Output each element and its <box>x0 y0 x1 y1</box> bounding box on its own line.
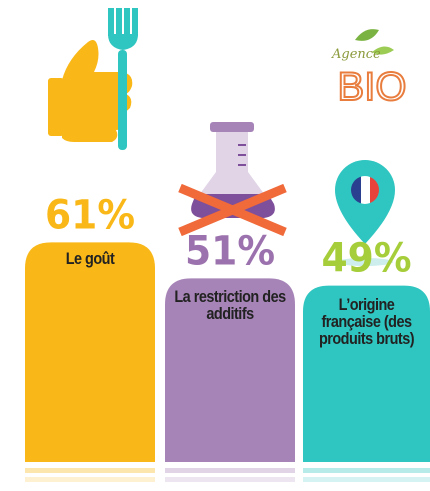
logo-line1: Agence <box>331 47 381 62</box>
bar-strip <box>165 477 295 482</box>
bar-strip <box>303 477 430 482</box>
logo: Agence BIO <box>331 29 407 110</box>
value-label: 49% <box>322 236 412 282</box>
thumb-fork-icon <box>48 8 138 150</box>
category-label: L’origine française (des produits bruts) <box>318 294 415 348</box>
logo-line2: BIO <box>338 65 407 109</box>
bar-strip <box>25 477 155 482</box>
bar <box>25 242 155 462</box>
category-label: La restriction des additifs <box>174 287 286 324</box>
bar <box>303 285 430 462</box>
flask-icon <box>178 122 287 237</box>
value-label: 51% <box>185 228 275 274</box>
bar-strip <box>165 468 295 473</box>
bar-strip <box>25 468 155 473</box>
pin-icon <box>335 160 395 266</box>
category-label: Le goût <box>65 249 115 269</box>
bar-strip <box>303 468 430 473</box>
value-label: 61% <box>45 192 135 238</box>
bar <box>165 278 295 462</box>
